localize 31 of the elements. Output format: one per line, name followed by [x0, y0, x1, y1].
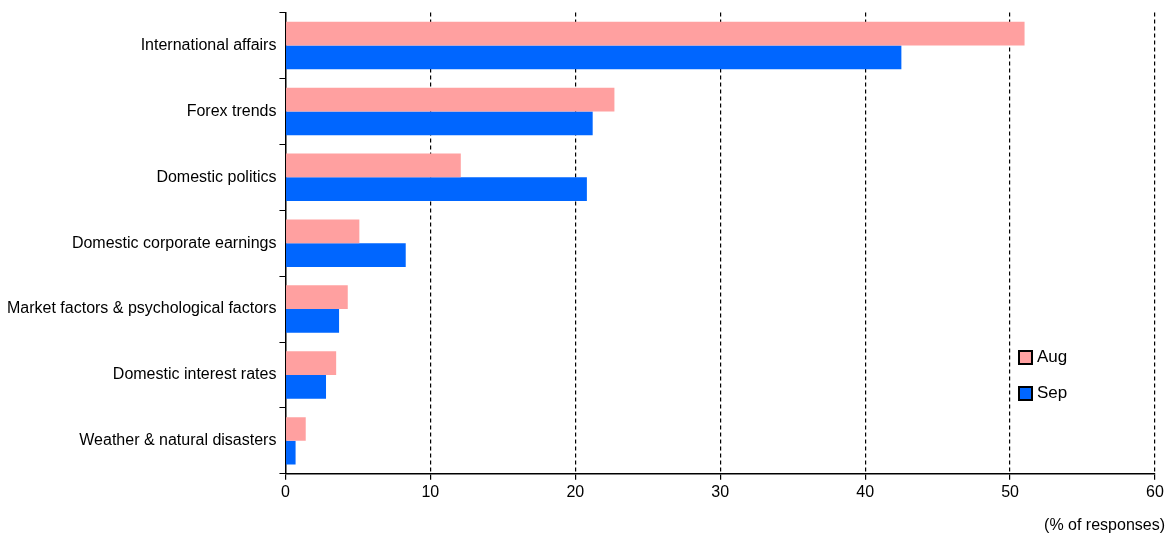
- bar: [286, 374, 327, 399]
- legend-label: Sep: [1037, 383, 1068, 403]
- bar: [286, 111, 593, 136]
- bar: [286, 177, 587, 202]
- bar: [286, 21, 1025, 46]
- y-tick-label: International affairs: [140, 35, 277, 53]
- y-tick-label: Market factors & psychological factors: [7, 299, 277, 317]
- bar: [286, 417, 306, 441]
- bar: [286, 309, 340, 333]
- x-tick-label: 30: [711, 482, 730, 500]
- x-tick-label: 40: [856, 482, 875, 500]
- bar: [286, 351, 337, 375]
- bar: [286, 219, 360, 244]
- bar: [286, 440, 296, 465]
- bar: [286, 45, 902, 70]
- bar: [286, 285, 348, 310]
- x-axis-title: (% of responses): [1044, 516, 1165, 534]
- x-tick-label: 20: [566, 482, 585, 500]
- bar: [286, 87, 615, 112]
- bar: [286, 243, 406, 267]
- x-tick-label: 10: [421, 482, 440, 500]
- y-tick-label: Weather & natural disasters: [79, 431, 277, 449]
- y-tick-label: Domestic corporate earnings: [71, 233, 277, 251]
- y-tick-label: Domestic interest rates: [112, 365, 277, 383]
- x-tick-label: 0: [280, 482, 290, 500]
- y-tick-label: Domestic politics: [156, 167, 277, 185]
- x-tick-label: 60: [1146, 482, 1164, 500]
- bar: [286, 153, 461, 178]
- legend-label: Aug: [1037, 347, 1068, 367]
- y-tick-label: Forex trends: [186, 101, 277, 119]
- x-tick-label: 50: [1001, 482, 1020, 500]
